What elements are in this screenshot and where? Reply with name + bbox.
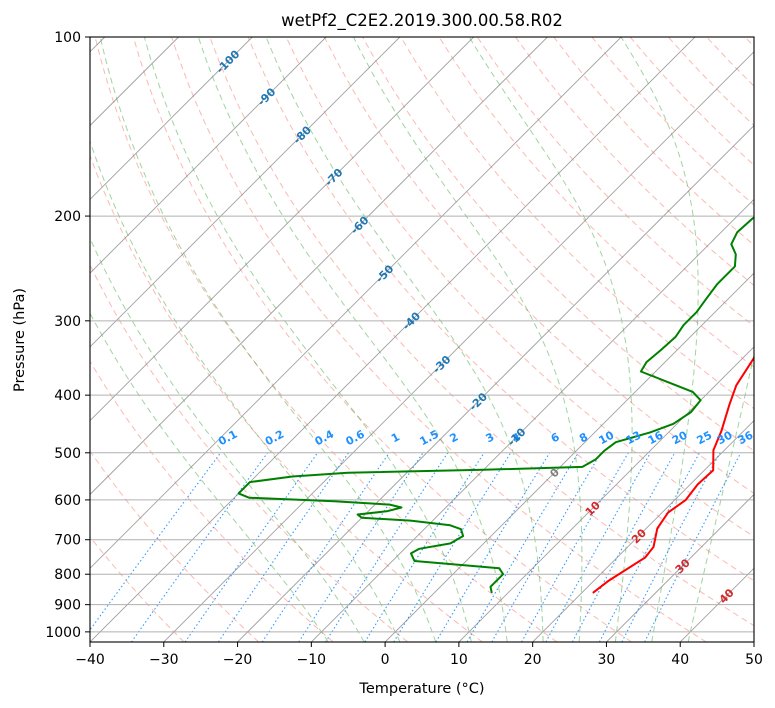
x-tick-label: 50 bbox=[745, 652, 763, 668]
dry-adiabat-line bbox=[285, 37, 754, 538]
dry-adiabat-line bbox=[171, 37, 707, 642]
moist-adiabat-line bbox=[265, 37, 544, 642]
isotherm-line bbox=[311, 198, 754, 642]
y-tick-label: 100 bbox=[54, 30, 81, 46]
moist-adiabat-line bbox=[468, 37, 633, 642]
x-tick-label: −10 bbox=[297, 652, 327, 668]
mixing-ratio-line bbox=[545, 452, 651, 642]
mixing-ratio-label: 13 bbox=[624, 429, 644, 448]
y-tick-label: 600 bbox=[54, 493, 81, 509]
isotherm-line bbox=[458, 346, 754, 642]
y-tick-label: 1000 bbox=[45, 625, 81, 641]
isotherm-line bbox=[163, 51, 754, 642]
isotherm-line bbox=[237, 124, 754, 642]
x-tick-label: 10 bbox=[450, 652, 468, 668]
x-tick-label: −30 bbox=[149, 652, 179, 668]
y-tick-label: 800 bbox=[54, 567, 81, 583]
dry-adiabat-line bbox=[400, 37, 754, 410]
dry-adiabat-line bbox=[90, 360, 334, 642]
y-tick-label: 300 bbox=[54, 314, 81, 330]
sounding-profiles bbox=[237, 216, 754, 594]
isotherm-line bbox=[90, 37, 622, 569]
isotherm-line bbox=[90, 37, 548, 496]
dry-adiabat-line bbox=[209, 37, 754, 627]
mixing-ratio-line bbox=[325, 452, 449, 642]
isotherm-line bbox=[90, 37, 253, 200]
x-tick-label: 0 bbox=[381, 652, 390, 668]
plot-area-background bbox=[90, 37, 754, 642]
mixing-ratio-label: 20 bbox=[670, 428, 690, 447]
mixing-ratio-line bbox=[298, 452, 424, 642]
dry-adiabat-line bbox=[362, 37, 754, 452]
temperature-profile-line bbox=[592, 356, 754, 594]
x-tick-label: −40 bbox=[75, 652, 105, 668]
isotherm-line bbox=[90, 37, 474, 422]
y-tick-label: 900 bbox=[54, 598, 81, 614]
mixing-ratio-line bbox=[184, 452, 319, 642]
x-tick-label: 40 bbox=[671, 652, 689, 668]
mixing-ratio-label: 30 bbox=[715, 428, 735, 447]
mixing-ratio-line bbox=[130, 452, 269, 642]
x-tick-label: 20 bbox=[524, 652, 542, 668]
dry-adiabat-line bbox=[94, 37, 558, 642]
x-axis-label: Temperature (°C) bbox=[358, 681, 484, 697]
isotherm-line bbox=[90, 37, 696, 642]
moist-adiabat-line bbox=[90, 237, 365, 642]
dry-adiabat-line bbox=[90, 450, 259, 642]
x-axis: −40 −30 −20 −10 0 10 20 30 40 50 bbox=[75, 642, 763, 668]
pressure-gridlines bbox=[90, 37, 754, 633]
moist-adiabat-line bbox=[687, 352, 754, 642]
plot-frame bbox=[89, 36, 755, 643]
y-tick-label: 700 bbox=[54, 533, 81, 549]
y-tick-label: 200 bbox=[54, 209, 81, 225]
dry-adiabat-line bbox=[247, 37, 754, 582]
x-tick-label: 30 bbox=[598, 652, 616, 668]
dewpoint-profile-line bbox=[237, 216, 754, 594]
x-tick-label: −20 bbox=[223, 652, 253, 668]
mixing-ratio-label: 10 bbox=[597, 428, 617, 447]
y-tick-label: 500 bbox=[54, 446, 81, 462]
mixing-ratio-line bbox=[261, 452, 390, 642]
dry-adiabat-line bbox=[323, 37, 754, 494]
mixing-ratio-line bbox=[521, 452, 629, 642]
isotherm-line bbox=[606, 493, 754, 642]
mixing-ratio-line bbox=[621, 452, 721, 642]
isotherm-line bbox=[90, 37, 327, 274]
isotherm-line bbox=[753, 641, 754, 642]
dry-adiabat-line bbox=[132, 37, 632, 642]
mixing-ratio-label: 16 bbox=[646, 428, 666, 447]
mixing-ratio-line bbox=[90, 452, 222, 631]
y-axis: 100 200 300 400 500 600 700 800 900 1000 bbox=[45, 30, 90, 641]
mixing-ratio-line bbox=[364, 452, 485, 642]
moist-adiabat-line bbox=[353, 37, 583, 642]
isotherm-line bbox=[532, 420, 754, 642]
y-tick-label: 400 bbox=[54, 388, 81, 404]
mixing-ratio-label: 25 bbox=[695, 429, 715, 448]
moist-adiabat-line bbox=[620, 37, 699, 642]
dry-adiabat-line bbox=[90, 263, 409, 642]
mixing-ratio-line bbox=[598, 452, 700, 642]
mixing-ratio-line bbox=[491, 452, 602, 642]
y-axis-label: Pressure (hPa) bbox=[12, 288, 28, 392]
isotherm-line bbox=[384, 272, 754, 642]
isotherm-line bbox=[90, 37, 401, 348]
mixing-ratio-label: 36 bbox=[736, 428, 756, 447]
chart-title: wetPf2_C2E2.2019.300.00.58.R02 bbox=[281, 11, 563, 31]
mixing-ratio-line bbox=[217, 452, 349, 642]
background-lines bbox=[90, 37, 754, 642]
moist-adiabat-line bbox=[90, 312, 329, 642]
